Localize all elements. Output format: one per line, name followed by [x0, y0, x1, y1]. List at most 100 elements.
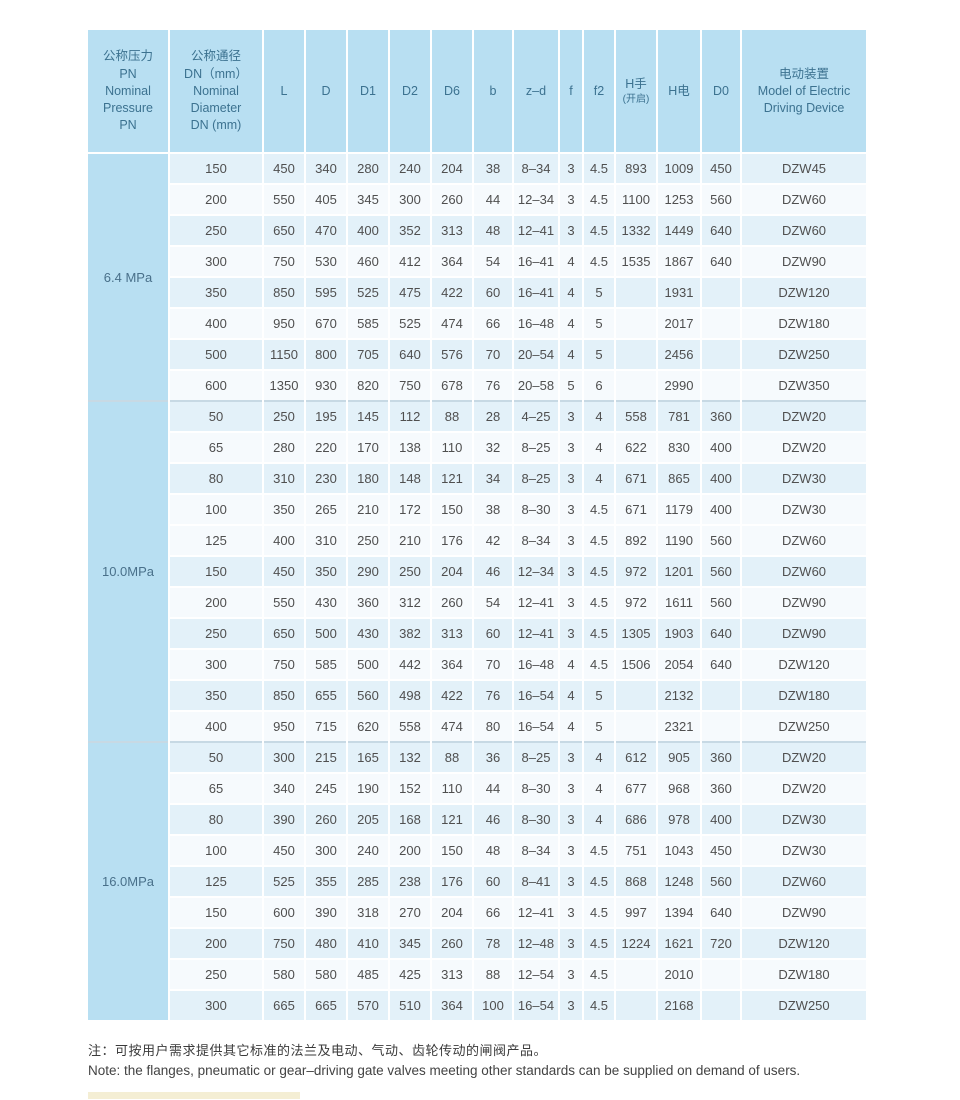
table-cell: 16–54	[514, 991, 558, 1020]
table-cell: 355	[306, 867, 346, 896]
table-cell	[616, 371, 656, 400]
table-cell: 1150	[264, 340, 304, 369]
table-cell: 382	[390, 619, 430, 648]
table-cell: 1179	[658, 495, 700, 524]
table-cell: DZW20	[742, 402, 866, 431]
table-cell: 1009	[658, 154, 700, 183]
table-cell: 560	[702, 588, 740, 617]
table-cell	[702, 278, 740, 307]
table-cell: 12–34	[514, 557, 558, 586]
table-cell: 125	[170, 526, 262, 555]
table-cell: 5	[584, 309, 614, 338]
table-cell: 172	[390, 495, 430, 524]
table-cell: 8–25	[514, 464, 558, 493]
table-cell: 150	[432, 495, 472, 524]
table-cell: 4	[560, 340, 582, 369]
table-cell: 260	[306, 805, 346, 834]
header-cell-zd: z–d	[514, 30, 558, 152]
table-cell: 121	[432, 464, 472, 493]
table-cell: 1903	[658, 619, 700, 648]
table-cell: 2054	[658, 650, 700, 679]
table-cell: 751	[616, 836, 656, 865]
table-cell: 720	[702, 929, 740, 958]
table-cell: 865	[658, 464, 700, 493]
table-cell: 42	[474, 526, 512, 555]
table-cell: 4.5	[584, 247, 614, 276]
table-cell: 978	[658, 805, 700, 834]
table-cell: 280	[348, 154, 388, 183]
table-cell: 313	[432, 619, 472, 648]
table-cell: 80	[474, 712, 512, 741]
table-row: 350 850 595 525 475 422 60 16–41 4 5 1931 DZW120	[88, 278, 866, 307]
table-cell: DZW120	[742, 650, 866, 679]
table-row: 10.0MPa 50 250 195 145 112 88 28 4–25 3 4 558 781 360…	[88, 402, 866, 741]
table-cell: 88	[474, 960, 512, 989]
table-cell: 4.5	[584, 495, 614, 524]
table-cell	[702, 712, 740, 741]
table-cell: DZW180	[742, 309, 866, 338]
table-cell: DZW350	[742, 371, 866, 400]
table-row: 250 650 500 430 382 313 60 12–41 3 4.5 1305 1903 640…	[88, 619, 866, 648]
table-row: 80 310 230 180 148 121 34 8–25 3 4 671 865 400 DZW30	[88, 464, 866, 493]
table-cell: 470	[306, 216, 346, 245]
table-cell: 750	[264, 929, 304, 958]
table-cell: 678	[432, 371, 472, 400]
table-cell: 400	[702, 464, 740, 493]
table-cell: 450	[264, 557, 304, 586]
table-cell: 550	[264, 588, 304, 617]
table-cell: 200	[170, 929, 262, 958]
table-cell: 1224	[616, 929, 656, 958]
table-cell: 4	[584, 805, 614, 834]
table-cell: 450	[702, 836, 740, 865]
table-cell: 550	[264, 185, 304, 214]
table-cell: 4.5	[584, 619, 614, 648]
table-row: 80 390 260 205 168 121 46 8–30 3 4 686 978 400 DZW30	[88, 805, 866, 834]
table-cell: 2010	[658, 960, 700, 989]
table-cell: 4.5	[584, 557, 614, 586]
table-cell: 1350	[264, 371, 304, 400]
table-cell: 570	[348, 991, 388, 1020]
table-cell: 145	[348, 402, 388, 431]
table-cell	[616, 960, 656, 989]
table-cell: 4	[560, 712, 582, 741]
table-cell: 215	[306, 743, 346, 772]
table-cell: DZW30	[742, 805, 866, 834]
table-cell: 70	[474, 650, 512, 679]
table-cell: 340	[264, 774, 304, 803]
table-cell: 300	[170, 650, 262, 679]
table-cell: 70	[474, 340, 512, 369]
table-cell: 580	[306, 960, 346, 989]
footnote-chinese: 注：可按用户需求提供其它标准的法兰及电动、气动、齿轮传动的闸阀产品。	[88, 1043, 548, 1058]
table-cell: 705	[348, 340, 388, 369]
table-cell: 640	[702, 898, 740, 927]
table-cell: 12–54	[514, 960, 558, 989]
table-cell: 3	[560, 867, 582, 896]
table-cell: 12–41	[514, 216, 558, 245]
table-row: 200 750 480 410 345 260 78 12–48 3 4.5 1224 1621 720…	[88, 929, 866, 958]
table-row: 400 950 715 620 558 474 80 16–54 4 5 2321 DZW250	[88, 712, 866, 741]
table-cell: 800	[306, 340, 346, 369]
table-cell: 1332	[616, 216, 656, 245]
table-cell: 4.5	[584, 960, 614, 989]
table-cell: 474	[432, 309, 472, 338]
header-cell-L: L	[264, 30, 304, 152]
pressure-group-label: 10.0MPa	[88, 402, 168, 741]
table-cell: 390	[264, 805, 304, 834]
table-cell	[616, 681, 656, 710]
table-cell: DZW250	[742, 712, 866, 741]
table-cell: 4.5	[584, 836, 614, 865]
table-cell: 640	[702, 216, 740, 245]
table-cell: 640	[390, 340, 430, 369]
table-cell: 245	[306, 774, 346, 803]
table-cell: 20–58	[514, 371, 558, 400]
table-cell: 425	[390, 960, 430, 989]
table-cell: 3	[560, 619, 582, 648]
table-cell: 5	[560, 371, 582, 400]
table-cell: 8–25	[514, 433, 558, 462]
table-cell: 38	[474, 495, 512, 524]
table-cell: 360	[348, 588, 388, 617]
table-cell: 498	[390, 681, 430, 710]
table-cell: 400	[702, 495, 740, 524]
table-cell: 400	[702, 433, 740, 462]
table-cell: 622	[616, 433, 656, 462]
